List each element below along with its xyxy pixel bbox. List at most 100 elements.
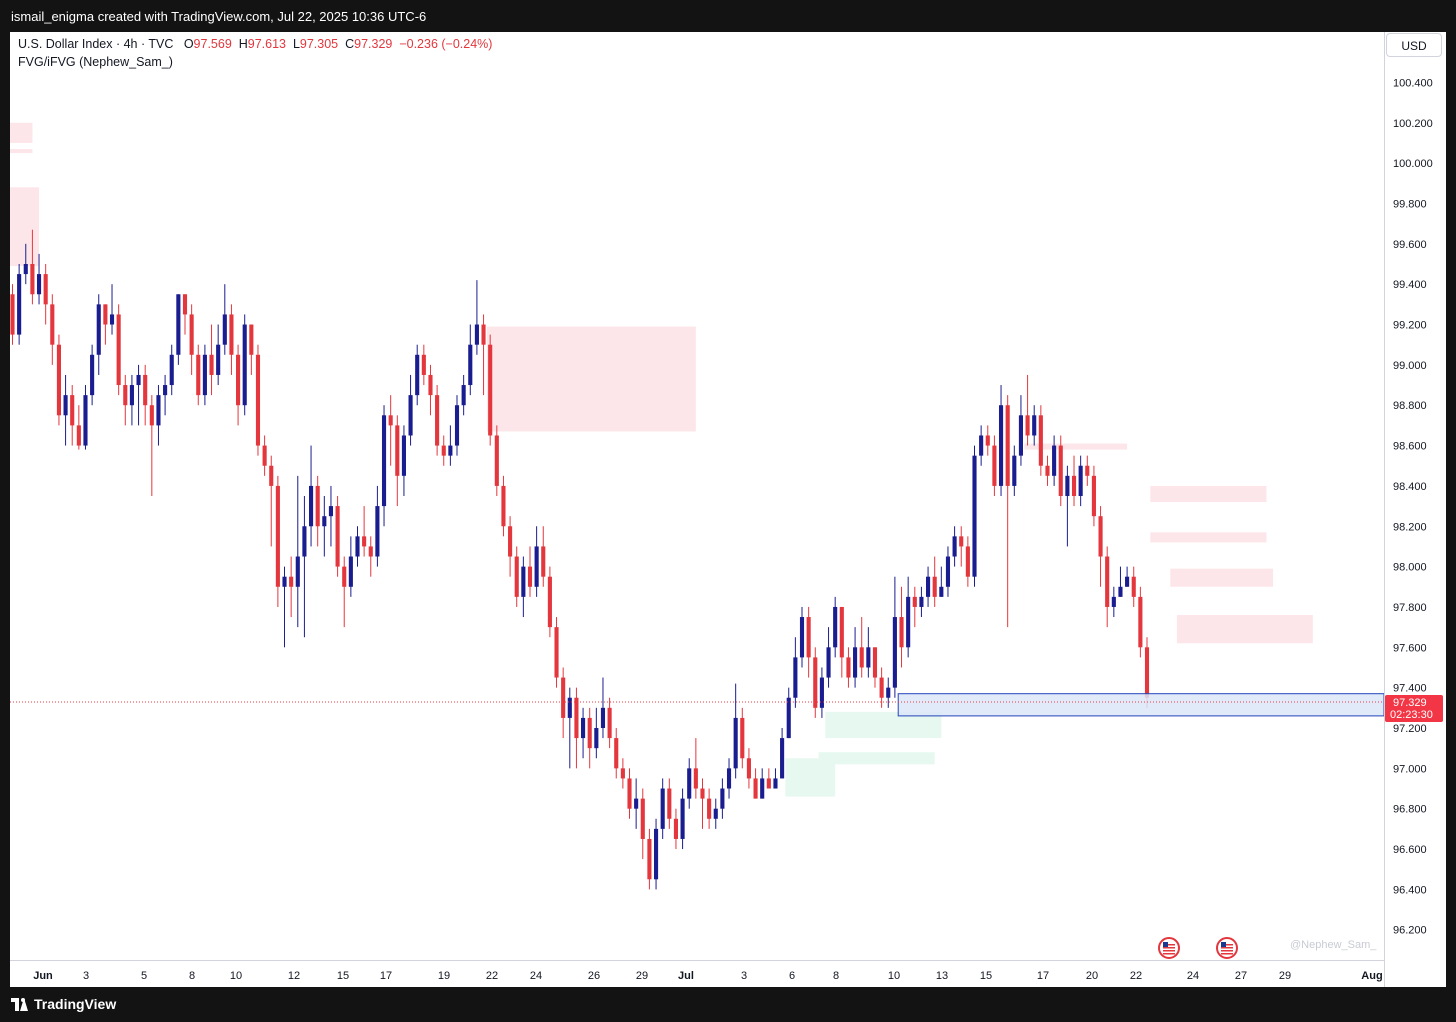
chart-frame: @Nephew_Sam_ 100.400 100.200 100.000 99.800… [10, 32, 1446, 987]
footer-bar: TradingView [0, 987, 1456, 1022]
x-tick-label: 19 [438, 970, 450, 982]
candle-body [600, 707, 606, 728]
candle-body [501, 485, 506, 527]
candle-body [362, 536, 367, 547]
candle-body [70, 395, 75, 426]
x-tick-label: 6 [789, 970, 795, 982]
candle-body [753, 778, 758, 799]
us-flag-event-icon [1216, 937, 1238, 959]
candle-body [222, 314, 227, 345]
y-tick-label: 99.400 [1393, 279, 1427, 291]
y-tick-label: 98.800 [1393, 400, 1427, 412]
candle-body [83, 395, 88, 446]
candle-body [793, 657, 798, 698]
candle-body [302, 526, 307, 557]
candle-body [740, 717, 745, 759]
candle-body [116, 314, 121, 386]
candle-body [50, 304, 55, 345]
x-tick-label: 8 [189, 970, 195, 982]
candle-body [853, 647, 858, 678]
candle-body [581, 717, 586, 739]
candle-body [229, 314, 234, 355]
candle-body [401, 435, 406, 476]
candle-body [534, 546, 539, 587]
fvg-zone-bearish [10, 187, 40, 267]
candle-body [209, 354, 214, 375]
change-value: −0.236 (−0.24%) [399, 37, 493, 51]
fvg-zone-bullish [785, 758, 836, 797]
candle-body [726, 768, 732, 789]
candle-body [289, 576, 294, 587]
candle-body [328, 506, 334, 517]
open-label: O [183, 37, 194, 51]
candle-body [634, 798, 639, 809]
y-tick-label: 96.200 [1393, 925, 1427, 937]
candle-body [886, 687, 891, 698]
indicator-label[interactable]: FVG/iFVG (Nephew_Sam_) [18, 55, 173, 69]
x-tick-label: 13 [936, 970, 948, 982]
y-tick-label: 97.400 [1393, 683, 1427, 695]
candle-body [1125, 576, 1130, 587]
y-tick-label: 98.400 [1393, 481, 1427, 493]
candle-body [766, 778, 771, 789]
fvg-zone-bearish [1150, 485, 1267, 503]
candle-body [23, 264, 28, 275]
candle-body [17, 274, 22, 335]
candle-body [667, 788, 672, 819]
candle-body [474, 324, 479, 345]
candle-body [494, 435, 499, 486]
candle-body [1032, 415, 1037, 436]
candle-body [488, 344, 493, 436]
candle-body [255, 354, 261, 446]
header-bar: ismail_enigma created with TradingView.c… [0, 0, 1456, 32]
candle-body [1144, 647, 1150, 698]
candle-body [554, 627, 559, 678]
candle-body [196, 354, 201, 396]
candle-body [979, 435, 984, 456]
candle-body [959, 536, 964, 547]
candle-body [919, 596, 924, 607]
candle-body [985, 435, 990, 446]
candle-body [926, 576, 931, 597]
currency-button[interactable]: USD [1386, 33, 1442, 57]
candle-body [833, 606, 838, 648]
candle-body [315, 485, 320, 527]
header-title: ismail_enigma created with TradingView.c… [11, 9, 427, 24]
y-tick-label: 96.600 [1393, 844, 1427, 856]
candle-body [30, 264, 35, 295]
candle-body [242, 324, 247, 406]
x-tick-label: 15 [337, 970, 349, 982]
candle-body [819, 677, 824, 708]
candle-body [295, 556, 300, 587]
candle-body [56, 344, 61, 416]
candle-body [839, 606, 844, 658]
fvg-zone-bearish [1024, 443, 1128, 450]
candle-body [872, 647, 878, 678]
y-tick-label: 99.800 [1393, 198, 1427, 210]
candle-body [653, 828, 659, 880]
candle-body [547, 576, 552, 628]
close-value: 97.329 [354, 37, 393, 51]
price-chart[interactable]: @Nephew_Sam_ 100.400 100.200 100.000 99.800… [10, 32, 1446, 987]
candle-body [906, 596, 911, 648]
indicator-watermark: @Nephew_Sam_ [1290, 939, 1377, 951]
y-tick-label: 98.000 [1393, 562, 1427, 574]
candle-body [90, 354, 95, 396]
candle-body [799, 617, 805, 658]
candle-body [236, 354, 241, 406]
candle-body [707, 798, 712, 819]
candle-body [1012, 455, 1017, 486]
countdown-label: 02:23:30 [1390, 709, 1433, 721]
candle-body [892, 617, 897, 688]
symbol-label[interactable]: U.S. Dollar Index · 4h · TVC [18, 37, 174, 51]
candle-body [1105, 556, 1110, 607]
candle-body [408, 395, 413, 436]
candle-body [388, 415, 393, 426]
candle-body [76, 425, 81, 446]
candle-body [713, 808, 718, 819]
candle-body [813, 657, 818, 708]
tradingview-logo[interactable]: TradingView [11, 996, 116, 1012]
candle-body [773, 778, 778, 789]
candle-body [1005, 405, 1010, 486]
candle-body [182, 294, 188, 315]
